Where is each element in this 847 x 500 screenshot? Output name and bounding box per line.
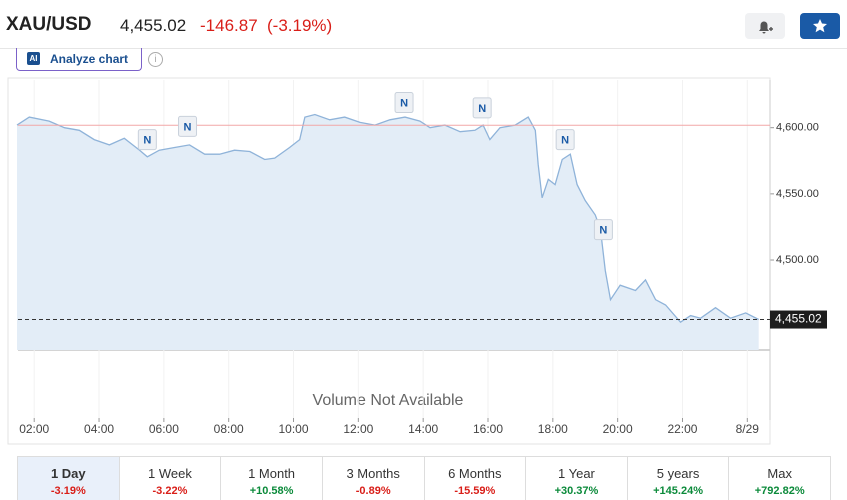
range-tab[interactable]: 1 Year +30.37%: [526, 457, 628, 500]
y-tick-label: 4,600.00: [776, 122, 819, 134]
change: -146.87: [200, 16, 258, 35]
analyze-chart-button[interactable]: AI Analyze chart: [16, 48, 142, 71]
range-tabs: 1 Day -3.19% 1 Week -3.22% 1 Month +10.58% 3 M…: [17, 456, 831, 500]
area: [17, 114, 759, 350]
price: 4,455.02: [120, 16, 187, 35]
x-tick-label: 16:00: [473, 422, 503, 436]
alert-button[interactable]: [745, 13, 785, 39]
news-marker: [178, 115, 198, 137]
tab-label: 1 Month: [248, 466, 296, 481]
last-price-tag: [770, 310, 827, 329]
news-marker-label: N: [400, 97, 408, 109]
tab-label: 6 Months: [448, 466, 502, 481]
y-tick-label: 4,500.00: [776, 254, 819, 266]
range-tab[interactable]: 6 Months -15.59%: [425, 457, 527, 500]
change-pct: (-3.19%): [267, 16, 333, 35]
news-marker: [472, 97, 492, 119]
news-marker: [555, 129, 575, 151]
x-tick-label: 10:00: [279, 422, 309, 436]
range-tab[interactable]: 5 years +145.24%: [628, 457, 730, 500]
news-marker: [593, 219, 613, 241]
tab-label: 3 Months: [346, 466, 400, 481]
x-tick-label: 18:00: [538, 422, 568, 436]
x-tick-label: 8/29: [736, 422, 760, 436]
tab-change: -3.22%: [152, 485, 188, 497]
range-tab[interactable]: Max +792.82%: [729, 457, 830, 500]
news-marker: [137, 129, 157, 151]
tab-label: 1 Year: [558, 466, 595, 481]
x-tick-label: 06:00: [149, 422, 179, 436]
tab-label: 5 years: [656, 466, 700, 481]
tab-label: 1 Day: [50, 466, 86, 481]
x-tick-label: 04:00: [84, 422, 114, 436]
volume-note: Volume Not Available: [313, 392, 464, 409]
range-tab[interactable]: 1 Month +10.58%: [221, 457, 323, 500]
info-icon[interactable]: i: [148, 52, 163, 67]
bell-icon: [759, 21, 773, 34]
watchlist-button[interactable]: [800, 13, 840, 39]
tab-label: 1 Week: [148, 466, 192, 481]
tab-change: -0.89%: [355, 485, 391, 497]
tab-change: +30.37%: [554, 485, 599, 497]
news-marker-label: N: [478, 103, 486, 115]
tab-change: -15.59%: [454, 485, 496, 497]
news-marker-label: N: [599, 224, 607, 236]
x-tick-label: 20:00: [603, 422, 633, 436]
header: XAU/USD 4,455.02 -146.87 (-3.19%): [0, 0, 847, 49]
range-tab[interactable]: 3 Months -0.89%: [323, 457, 425, 500]
star-icon: [813, 19, 827, 33]
range-tab[interactable]: 1 Day -3.19%: [18, 457, 120, 500]
x-tick-label: 14:00: [408, 422, 438, 436]
tab-change: +792.82%: [754, 485, 805, 497]
analyze-label: Analyze chart: [50, 52, 129, 66]
x-tick-label: 12:00: [343, 422, 373, 436]
last-price-label: 4,455.02: [775, 312, 822, 326]
tab-change: +10.58%: [249, 485, 294, 497]
symbol: XAU/USD: [6, 14, 92, 35]
chart: Volume Not Available 02:00 04:00 06:00 08:0…: [7, 77, 827, 445]
tab-label: Max: [767, 466, 792, 481]
tab-change: -3.19%: [50, 485, 86, 497]
range-tab[interactable]: 1 Week -3.22%: [120, 457, 222, 500]
news-marker-label: N: [561, 135, 569, 147]
y-tick-label: 4,550.00: [776, 188, 819, 200]
news-marker: [394, 92, 414, 114]
ai-badge: AI: [27, 52, 40, 65]
x-tick-label: 22:00: [667, 422, 697, 436]
x-tick-label: 08:00: [214, 422, 244, 436]
line: [16, 113, 759, 324]
news-marker-label: N: [143, 135, 151, 147]
tab-change: +145.24%: [653, 485, 703, 497]
news-marker-label: N: [184, 121, 192, 133]
x-tick-label: 02:00: [19, 422, 49, 436]
